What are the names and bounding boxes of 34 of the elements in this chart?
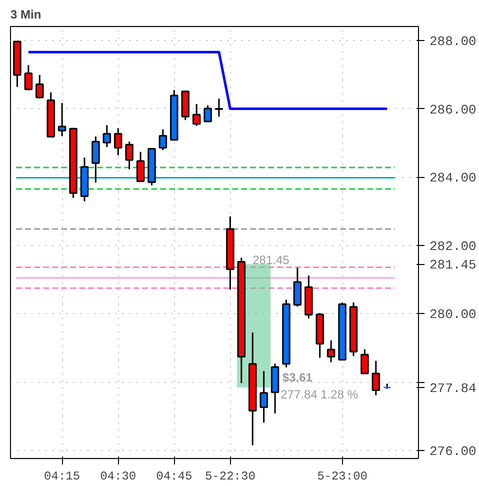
x-tick-label: 04:45 <box>156 470 192 484</box>
y-tick-label: 284.00 <box>430 170 476 186</box>
annotation: 277.84 1.28 % <box>280 387 358 402</box>
y-tick-label: 281.45 <box>430 258 476 273</box>
y-tick-label: 280.00 <box>430 307 476 322</box>
candlestick <box>326 340 336 363</box>
candlestick <box>372 360 380 396</box>
candlestick <box>102 124 112 148</box>
candlestick <box>92 136 100 184</box>
candlestick <box>125 140 134 170</box>
candlestick <box>293 266 302 308</box>
candlestick <box>192 103 201 127</box>
candlestick <box>214 98 224 118</box>
y-tick-label: 286.00 <box>430 102 476 118</box>
candlestick <box>136 151 145 182</box>
y-tick-label: 276.00 <box>430 444 476 459</box>
band-label: $3.61 <box>282 370 313 384</box>
annotation: 281.45 <box>252 253 290 268</box>
chart-title: 3 Min <box>10 8 42 22</box>
y-tick-label: 288.00 <box>430 34 476 49</box>
candlestick <box>36 74 44 100</box>
candlestick <box>114 128 122 156</box>
x-tick-label: 04:30 <box>100 470 136 484</box>
candlestick <box>24 64 33 92</box>
y-tick-label: 282.00 <box>430 238 476 254</box>
x-tick-label: 04:15 <box>44 470 80 484</box>
x-tick-label: 5-23:00 <box>317 470 368 484</box>
candlestick <box>360 348 369 374</box>
candlestick <box>204 104 212 122</box>
y-tick-label: 277.84 <box>430 380 477 396</box>
candlestick <box>58 102 66 137</box>
x-tick-label: 5-22:30 <box>204 470 256 484</box>
candlestick <box>158 128 168 151</box>
candlestick <box>260 370 268 424</box>
